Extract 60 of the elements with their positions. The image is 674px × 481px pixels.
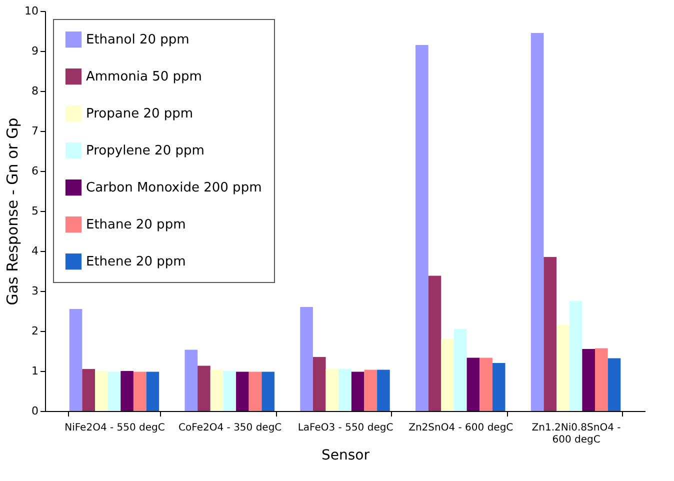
y-tick-label: 10 xyxy=(24,4,38,18)
x-tick-label: Zn2SnO4 - 600 degC xyxy=(408,422,514,434)
bar xyxy=(95,371,108,411)
bar xyxy=(210,369,224,411)
bar xyxy=(582,349,595,411)
x-tick-label: CoFe2O4 - 350 degC xyxy=(178,422,282,434)
bar xyxy=(338,369,352,411)
y-axis-title: Gas Response - Gn or Gp xyxy=(4,118,22,306)
y-tick-label: 8 xyxy=(32,84,38,98)
bar xyxy=(454,329,467,411)
bar xyxy=(184,350,198,411)
bar xyxy=(236,372,249,411)
legend-label: Propane 20 ppm xyxy=(86,106,194,122)
bar xyxy=(198,366,210,411)
y-tick-label: 1 xyxy=(32,364,38,378)
bar xyxy=(262,372,274,411)
legend-label: Ethane 20 ppm xyxy=(86,218,186,232)
bar xyxy=(120,371,134,411)
bar xyxy=(364,370,378,411)
bar xyxy=(608,358,621,411)
bar xyxy=(441,339,454,411)
bar xyxy=(223,371,236,411)
x-tick-label: NiFe2O4 - 550 degC xyxy=(64,422,165,434)
y-tick-label: 6 xyxy=(32,164,38,178)
bar xyxy=(82,369,95,411)
bar xyxy=(300,307,313,411)
bar xyxy=(108,372,121,411)
bar xyxy=(351,372,364,411)
y-tick-label: 0 xyxy=(32,404,38,418)
y-tick-label: 2 xyxy=(32,324,38,338)
bar xyxy=(312,357,326,411)
bar xyxy=(428,276,442,411)
bar xyxy=(416,45,428,411)
bar xyxy=(377,370,390,411)
bar xyxy=(544,257,557,411)
y-tick-label: 4 xyxy=(32,244,38,258)
bar xyxy=(69,309,82,411)
y-tick-label: 9 xyxy=(32,44,38,58)
x-axis-title: Sensor xyxy=(322,448,370,464)
bar xyxy=(146,372,160,411)
x-tick-label: Zn1.2Ni0.8SnO4 - 600 degC xyxy=(532,422,622,446)
legend-label: Propylene 20 ppm xyxy=(86,144,204,158)
bar xyxy=(326,369,339,411)
y-tick-label: 7 xyxy=(32,124,38,138)
bar xyxy=(248,372,262,411)
bar xyxy=(530,33,544,411)
bar xyxy=(595,348,608,411)
y-tick-label: 5 xyxy=(32,204,38,218)
legend-label: Ammonia 50 ppm xyxy=(86,70,202,84)
bar xyxy=(480,358,492,411)
bar xyxy=(466,358,480,411)
x-tick-label: LaFeO3 - 550 degC xyxy=(298,422,394,434)
legend-label: Ethene 20 ppm xyxy=(86,254,186,270)
bar xyxy=(133,372,146,411)
bar xyxy=(556,325,570,411)
bar xyxy=(569,301,582,411)
y-tick-label: 3 xyxy=(32,284,38,298)
bar xyxy=(492,363,506,411)
legend-label: Ethanol 20 ppm xyxy=(86,32,190,48)
legend-label: Carbon Monoxide 200 ppm xyxy=(86,180,262,196)
